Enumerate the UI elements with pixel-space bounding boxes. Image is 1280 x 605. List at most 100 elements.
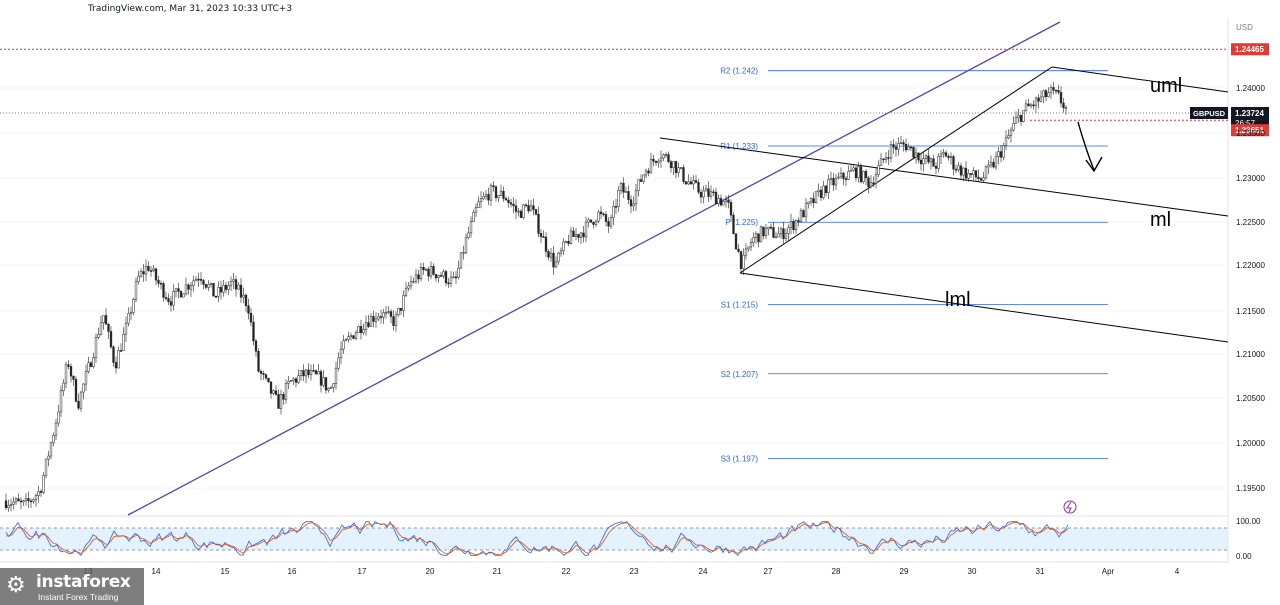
candle-body [822,185,825,198]
candle-body [602,213,605,216]
candle-body [552,252,555,268]
candle-body [417,274,420,280]
candle-body [224,284,228,290]
candle-body [147,266,150,271]
ascending-trendline[interactable] [127,21,1061,516]
pitchfork-upper-median-line[interactable] [1051,66,1229,93]
x-tick-label: 27 [764,567,773,576]
candle-body [527,205,530,212]
candle-body [704,188,708,192]
candle-body [484,194,488,197]
candle-body [1029,104,1033,107]
x-tick-label: 20 [426,567,435,576]
x-tick-label: 4 [1175,567,1180,576]
x-tick-label: 16 [288,567,297,576]
candle-body [287,381,290,384]
candle-body [272,390,275,394]
candle-body [487,194,490,201]
candle-body [852,167,855,171]
candle-body [414,274,418,282]
candle-body [1039,96,1043,102]
candle-body [857,166,860,179]
candle-body [764,228,768,237]
candle-body [574,234,578,237]
candle-body [724,199,728,202]
candle-body [339,348,343,359]
candle-body [759,226,763,243]
candle-body [939,153,943,157]
candle-body [389,311,393,317]
candle-body [292,378,295,381]
candle-body [899,142,903,144]
candle-body [917,152,920,161]
candle-body [97,334,100,338]
candle-body [37,491,40,496]
pitchfork-label-lml: lml [945,289,971,311]
candle-body [429,266,433,277]
candle-body [432,266,435,275]
candle-body [134,281,138,300]
candle-body [39,491,43,493]
candle-body [957,165,960,171]
candle-body [479,198,483,202]
candle-body [217,287,220,297]
candle-body [1024,103,1028,111]
candle-body [74,379,78,402]
candle-body [62,382,65,391]
candle-body [659,157,663,162]
candle-body [317,371,320,375]
candle-body [962,167,965,176]
oscillator-tick-label: 0.00 [1236,552,1252,561]
x-tick-label: 28 [832,567,841,576]
candle-body [774,236,778,239]
candle-body [769,226,773,229]
candle-body [934,166,938,169]
candle-body [204,284,208,288]
candle-body [959,165,963,176]
candle-body [89,362,93,367]
candle-body [849,169,853,172]
candle-body [879,158,883,166]
candle-body [277,394,280,409]
candle-body [187,284,190,290]
candle-body [1007,135,1010,139]
y-tick-label: 1.19500 [1236,484,1265,493]
candle-body [632,203,635,207]
x-tick-label: Apr [1102,567,1115,576]
candle-body [1047,92,1050,98]
pitchfork-median-line[interactable] [659,137,1229,217]
y-tick-label: 1.24000 [1236,84,1265,93]
candle-body [202,280,205,285]
pitchfork-lower-median-line[interactable] [739,272,1229,343]
candle-body [482,196,485,200]
candle-body [494,186,498,199]
candle-body [249,312,253,323]
candle-body [9,504,13,506]
candle-body [112,346,115,363]
candle-body [609,217,613,227]
candle-body [624,191,628,193]
candle-body [547,251,550,258]
pivot-label: S1 (1.215) [721,301,759,310]
candle-body [607,221,610,227]
candle-body [359,326,363,333]
alert-flash-icon[interactable] [1063,500,1077,514]
projection-arrow [1077,121,1095,171]
candle-body [252,321,255,342]
candle-body [99,322,103,335]
bar-countdown-label: 26:57 [1235,119,1256,128]
candle-body [634,190,638,205]
candle-body [944,152,948,157]
candle-body [982,177,985,181]
candle-body [824,185,828,194]
candle-body [872,182,875,185]
candle-body [1049,87,1053,94]
candle-body [844,178,848,180]
candle-body [242,294,245,298]
symbol-label: GBPUSD [1193,109,1226,118]
candle-body [334,367,338,385]
candle-body [589,219,593,223]
candle-body [44,458,48,476]
candle-body [814,191,818,204]
